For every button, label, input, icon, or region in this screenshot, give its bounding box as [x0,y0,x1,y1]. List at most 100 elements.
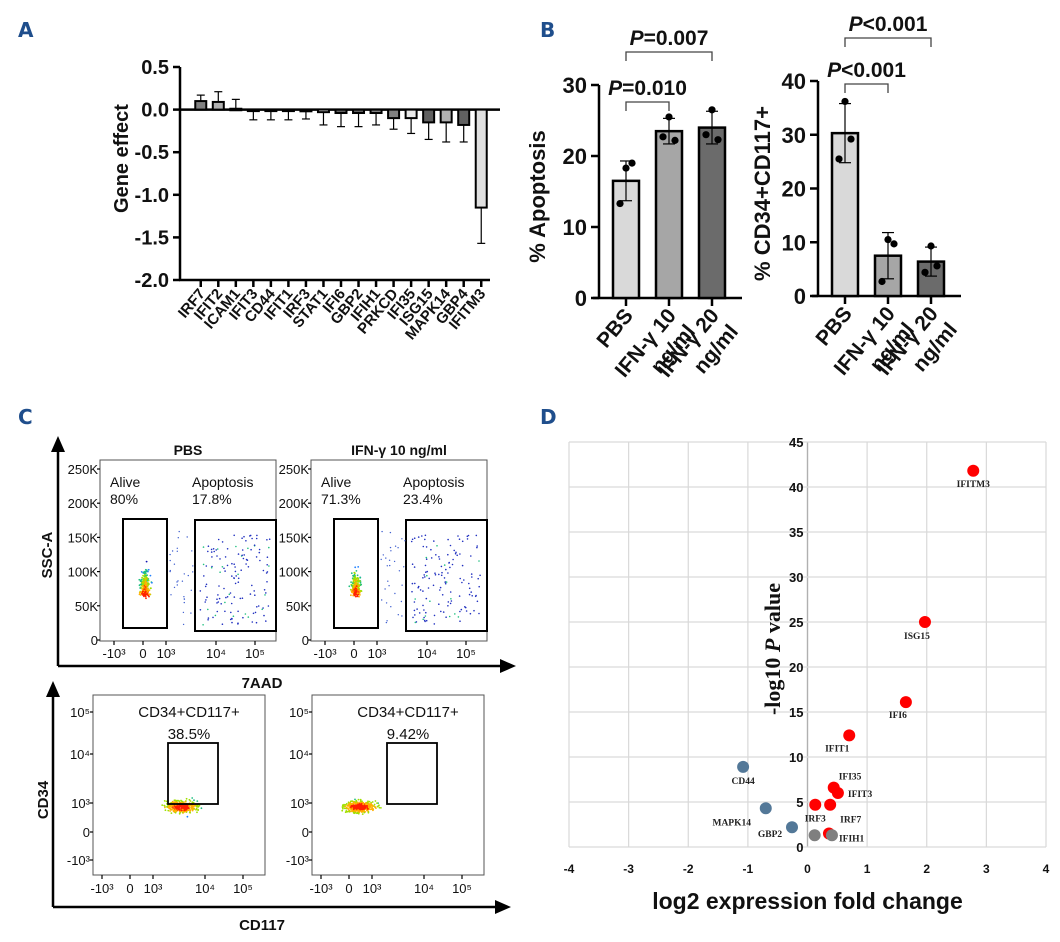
event-dot [476,600,479,603]
gene-label: IRF3 [805,815,826,825]
event-dot [410,540,413,543]
event-dot [190,612,192,614]
event-dot [422,545,425,548]
event-dot [366,801,369,804]
event-dot [469,612,472,615]
event-dot [354,798,356,801]
x-tick-label: 10³ [363,881,382,896]
x-tick-label: 0 [126,881,133,896]
event-dot [476,546,478,549]
y-tick-label: 15 [789,705,803,720]
event-dot [230,611,232,614]
event-dot [432,584,435,587]
gate-label-name: Apoptosis [403,474,464,490]
event-dot [424,564,427,567]
event-dot [234,570,237,573]
data-point [702,131,710,139]
y-tick-label: 35 [789,525,803,540]
y-tick-label: -1.5 [135,227,169,249]
event-dot [204,585,207,588]
event-dot [423,616,425,619]
bar [457,108,471,126]
event-dot [165,800,168,803]
event-dot [235,575,237,577]
event-dot [169,559,171,562]
event-dot [438,558,441,560]
event-dot [404,540,406,542]
event-dot [448,615,451,618]
event-dot [430,557,433,559]
event-dot [163,804,166,807]
gate-label-value: 71.3% [321,491,361,507]
data-point [708,106,716,114]
event-dot [348,806,351,809]
y-tick-label: 40 [789,480,803,495]
event-dot [443,577,446,579]
event-dot [350,805,353,807]
gate-alive [333,518,379,629]
event-dot [390,606,392,608]
event-dot [210,548,213,551]
x-tick-label: 10³ [144,881,163,896]
event-dot [249,593,252,595]
event-dot [468,582,470,585]
gene-label: IFITM3 [957,480,991,490]
event-dot [413,537,416,539]
event-dot [187,574,189,577]
event-dot [164,809,167,812]
comparison-bracket [844,37,932,47]
event-dot [342,806,344,809]
plot-frame [311,694,485,876]
event-dot [245,540,247,542]
x-axis-title: log2 expression fold change [652,888,963,914]
bar [474,108,488,209]
event-dot [141,582,144,585]
event-dot [440,565,443,568]
data-point [714,136,722,144]
event-dot [357,798,360,801]
event-dot [147,568,150,571]
y-axis-title-part: -log10 [760,652,785,715]
event-dot [461,540,464,543]
event-dot [441,594,444,596]
data-point [927,242,935,250]
event-dot [247,566,250,568]
event-dot [438,556,440,558]
y-tick-label: 0 [302,633,309,648]
event-dot [213,550,215,553]
x-tick-label: 10³ [157,646,176,661]
event-dot [250,548,252,551]
event-dot [429,600,431,602]
event-dot [394,545,397,547]
event-dot [353,807,356,810]
y-tick-label: -0.5 [135,142,169,164]
event-dot [385,621,388,624]
event-dot [207,608,209,611]
event-dot [449,544,452,547]
event-dot [414,598,417,600]
event-dot [216,598,218,600]
event-dot [425,546,428,548]
x-tick-label: 10⁵ [452,881,472,896]
event-dot [189,800,192,802]
panel-label-a: A [18,18,34,42]
event-dot [183,596,185,598]
y-tick-label: 0 [794,284,806,309]
event-dot [451,563,454,566]
y-tick-label: 100K [68,565,99,580]
event-dot [361,805,364,808]
event-dot [142,574,145,577]
event-dot [356,801,359,804]
event-dot [186,815,189,818]
event-dot [141,587,144,590]
event-dot [251,621,254,623]
event-dot [360,589,362,592]
event-dot [350,803,353,805]
event-dot [359,581,362,584]
x-tick-label: 1 [864,862,871,876]
plot-title: IFN-γ 10 ng/ml [351,442,447,458]
event-dot [361,813,364,815]
event-dot [463,579,465,581]
event-dot [205,583,208,586]
